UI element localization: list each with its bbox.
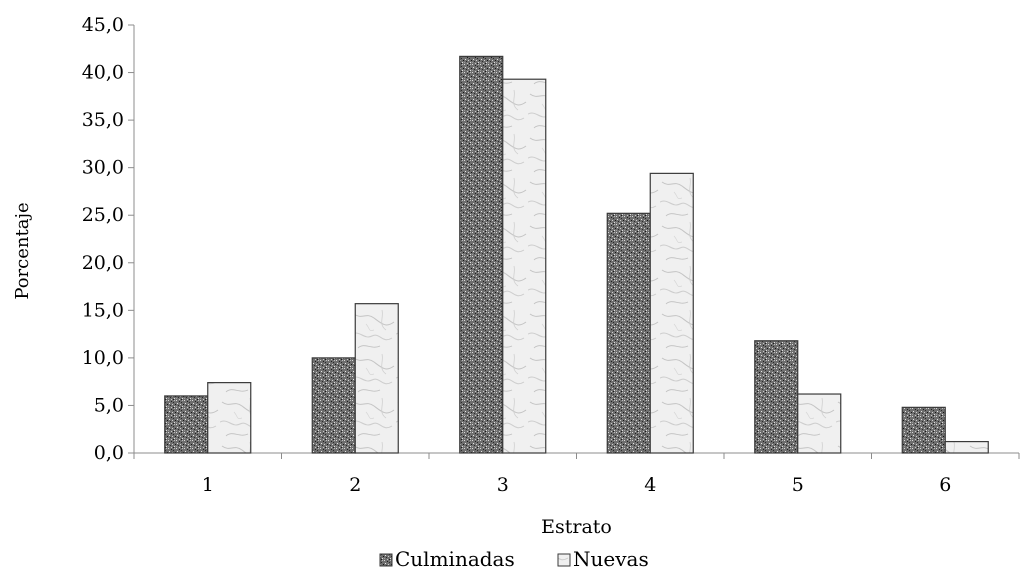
y-axis-label: Porcentaje bbox=[12, 202, 33, 299]
y-tick-label: 0,0 bbox=[94, 442, 124, 464]
x-tick-label: 4 bbox=[644, 474, 656, 496]
bar-culminadas-6 bbox=[901, 406, 946, 454]
x-axis-label: Estrato bbox=[541, 516, 612, 538]
bar-nuevas-2 bbox=[354, 303, 399, 454]
y-tick-label: 10,0 bbox=[82, 347, 124, 369]
y-tick-label: 35,0 bbox=[82, 109, 124, 131]
y-tick-label: 40,0 bbox=[82, 62, 124, 84]
bar-nuevas-6 bbox=[944, 440, 989, 454]
bar-culminadas-5 bbox=[754, 340, 799, 454]
legend-label-culminadas: Culminadas bbox=[395, 547, 515, 571]
y-tick-label: 30,0 bbox=[82, 157, 124, 179]
legend-swatch-nuevas bbox=[557, 553, 571, 567]
y-tick-label: 20,0 bbox=[82, 252, 124, 274]
bar-culminadas-3 bbox=[459, 55, 504, 454]
bar-culminadas-1 bbox=[164, 395, 209, 454]
bar-nuevas-1 bbox=[207, 382, 252, 454]
bar-culminadas-2 bbox=[311, 357, 356, 454]
x-tick-label: 1 bbox=[202, 474, 214, 496]
x-tick-label: 6 bbox=[939, 474, 951, 496]
bar-nuevas-5 bbox=[797, 393, 842, 454]
bar-culminadas-4 bbox=[606, 212, 651, 454]
bar-nuevas-4 bbox=[649, 172, 694, 454]
y-tick-label: 25,0 bbox=[82, 204, 124, 226]
y-tick-label: 5,0 bbox=[94, 394, 124, 416]
x-tick-label: 5 bbox=[792, 474, 804, 496]
x-tick-label: 2 bbox=[349, 474, 361, 496]
legend-label-nuevas: Nuevas bbox=[573, 547, 649, 571]
bar-nuevas-3 bbox=[502, 78, 547, 454]
y-tick-label: 45,0 bbox=[82, 14, 124, 36]
legend-swatch-culminadas bbox=[379, 553, 393, 567]
y-tick-label: 15,0 bbox=[82, 299, 124, 321]
x-tick-label: 3 bbox=[497, 474, 509, 496]
